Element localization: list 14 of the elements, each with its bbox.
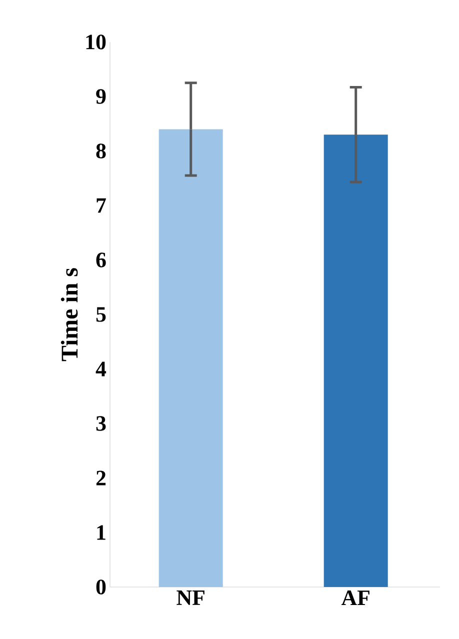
y-tick-label: 8 (96, 144, 106, 158)
y-tick-label: 10 (86, 34, 106, 50)
y-tick-label: 7 (96, 198, 106, 213)
y-tick-label: 5 (96, 307, 106, 322)
y-tick-label: 1 (97, 525, 106, 540)
y-tick-label: 6 (96, 252, 106, 268)
y-axis-title: Time in s (60, 268, 78, 362)
y-tick-label: 0 (96, 580, 106, 594)
x-tick-label: NF (176, 590, 204, 605)
x-tick-label: AF (341, 590, 370, 605)
y-tick-label: 3 (96, 416, 106, 431)
y-tick-label: 9 (96, 89, 106, 104)
y-tick-label: 2 (96, 470, 106, 486)
y-tick-label: 4 (96, 362, 106, 376)
